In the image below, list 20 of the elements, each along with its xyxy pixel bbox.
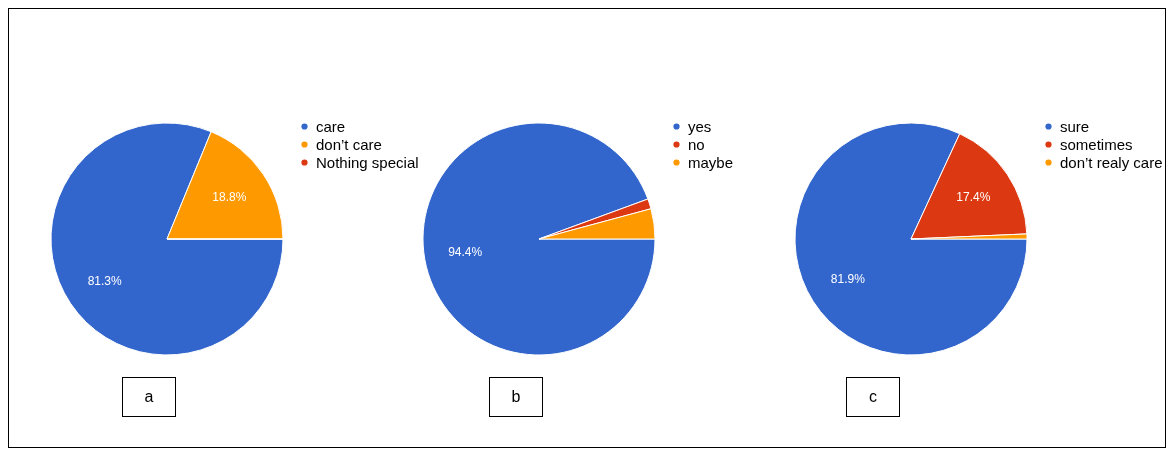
legend-label: sure <box>1060 117 1090 135</box>
data-label: 18.8% <box>212 190 247 205</box>
text: a <box>122 377 176 417</box>
pie-slice <box>794 122 1028 356</box>
pie-slice <box>50 122 284 356</box>
legend-label: don’t care <box>316 135 382 153</box>
data-label: 94.4% <box>448 245 483 260</box>
legend-label: sometimes <box>1060 135 1133 153</box>
text: c <box>846 377 900 417</box>
legend-label: no <box>688 135 705 153</box>
data-label: 81.9% <box>830 272 866 287</box>
data-label: 81.3% <box>87 273 123 288</box>
legend-label: care <box>316 117 346 135</box>
legend-label: don’t realy care <box>1060 153 1163 171</box>
legend-label: Nothing special <box>316 153 419 171</box>
legend-label: maybe <box>688 153 734 171</box>
pie-slice <box>422 122 656 356</box>
data-label: 17.4% <box>956 190 991 205</box>
text: b <box>489 377 543 417</box>
legend-label: yes <box>688 117 712 135</box>
